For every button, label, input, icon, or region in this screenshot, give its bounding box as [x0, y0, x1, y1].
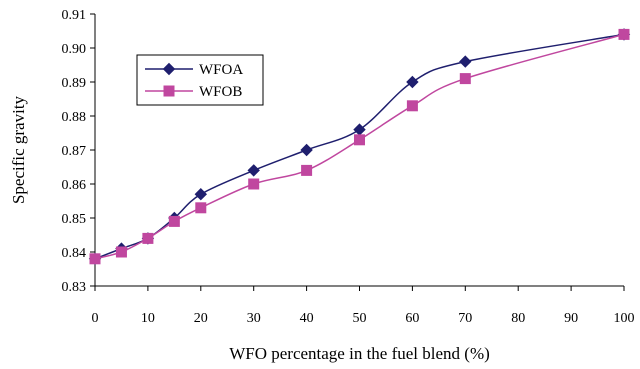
data-point-wfob: [142, 232, 154, 244]
y-tick-label: 0.83: [62, 280, 87, 295]
data-point-wfob: [89, 253, 101, 265]
legend-box: [136, 54, 264, 106]
x-tick-label: 40: [300, 311, 314, 326]
data-point-wfoa: [247, 164, 260, 177]
x-tick-label: 30: [247, 311, 261, 326]
data-point-wfob: [406, 100, 418, 112]
legend-marker-wfoa: [162, 62, 176, 76]
y-tick-label: 0.86: [62, 178, 87, 193]
y-tick-label: 0.85: [62, 212, 87, 227]
y-tick-label: 0.84: [62, 246, 87, 261]
x-tick-label: 60: [405, 311, 419, 326]
x-tick-label: 0: [92, 311, 99, 326]
data-point-wfob: [115, 246, 127, 258]
x-tick-label: 100: [614, 311, 635, 326]
legend-label-wfob: WFOB: [199, 84, 242, 100]
data-point-wfob: [195, 202, 207, 214]
data-point-wfoa: [300, 143, 313, 157]
data-point-wfob: [354, 134, 365, 146]
x-tick-label: 20: [194, 311, 208, 326]
data-point-wfob: [168, 215, 180, 227]
axis-ticks: 0.83 0.84 0.85 0.86 0.87 0.88 0.89 0.90 0.91 0 10 2…: [62, 8, 635, 326]
x-tick-label: 70: [458, 311, 472, 326]
x-tick-label: 80: [511, 311, 525, 326]
data-point-wfoa: [353, 123, 366, 136]
legend: WFOA WFOB: [136, 54, 264, 106]
x-tick-label: 90: [564, 311, 578, 326]
data-point-wfoa: [406, 75, 419, 89]
y-tick-label: 0.89: [62, 76, 87, 91]
legend-label-wfoa: WFOA: [199, 62, 243, 78]
data-point-wfob: [301, 164, 313, 176]
series-wfob: [89, 28, 630, 265]
y-axis-title: Specific gravity: [9, 95, 28, 204]
data-point-wfob: [248, 178, 260, 190]
data-point-wfob: [459, 73, 471, 85]
data-point-wfoa: [459, 55, 472, 68]
x-axis-title: WFO percentage in the fuel blend (%): [229, 344, 490, 363]
series-layer: [88, 28, 631, 266]
y-tick-label: 0.87: [62, 144, 87, 159]
legend-marker-wfob: [163, 85, 175, 97]
x-tick-label: 10: [141, 311, 155, 326]
data-point-wfob: [618, 28, 630, 40]
data-point-wfoa: [194, 187, 208, 201]
y-tick-label: 0.88: [62, 110, 87, 125]
y-tick-label: 0.90: [62, 42, 87, 57]
x-tick-label: 50: [353, 311, 367, 326]
y-tick-label: 0.91: [62, 8, 87, 23]
